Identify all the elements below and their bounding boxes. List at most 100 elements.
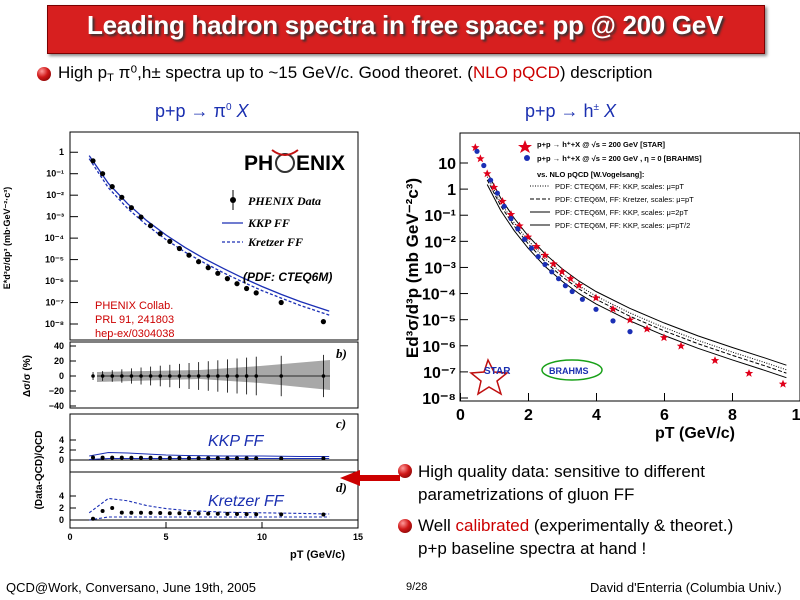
xtick-label: 2 (524, 407, 533, 424)
star-point (608, 304, 618, 313)
data-point (91, 455, 95, 460)
data-point (216, 374, 220, 378)
data-point (279, 456, 284, 461)
ytick-label: 4 (59, 435, 64, 445)
data-point (215, 511, 220, 516)
data-point (167, 511, 172, 516)
ytick-label: 10⁻⁵ (422, 313, 456, 330)
star-point (676, 341, 686, 350)
panel-b-label: b) (336, 346, 347, 361)
ytick-label: 10⁻¹ (46, 169, 64, 179)
data-point (225, 456, 230, 461)
data-point (205, 265, 211, 271)
xtick-label: 6 (660, 407, 669, 424)
brahms-point (579, 296, 585, 302)
bullet-icon (398, 519, 412, 533)
data-point (129, 374, 134, 378)
ytick-label: 10⁻⁵ (45, 255, 64, 265)
right-points (471, 143, 788, 388)
data-point (148, 455, 153, 460)
brahms-logo-icon (541, 359, 603, 381)
data-point (128, 205, 134, 211)
data-point (253, 290, 259, 296)
collab-line-2: PRL 91, 241803 (95, 314, 174, 326)
xtick-label: 5 (163, 532, 168, 542)
star-point (566, 274, 575, 283)
panel-b-yticks: 40 20 0 −20 −40 (49, 341, 76, 411)
data-point (148, 223, 154, 229)
data-point (206, 456, 211, 461)
ytick-label: 0 (59, 515, 64, 525)
star-point (642, 324, 652, 333)
data-point (176, 245, 182, 252)
data-point (157, 231, 163, 237)
data-point (100, 171, 106, 177)
xtick-label: 10 (257, 532, 267, 542)
data-point (235, 456, 239, 461)
ytick-label: 10⁻⁴ (45, 233, 64, 243)
data-point (158, 374, 163, 378)
footer-right: David d'Enterria (Columbia Univ.) (590, 580, 782, 595)
data-point (206, 374, 211, 378)
ytick-label: 10⁻¹ (424, 208, 456, 225)
panel-d-label: d) (336, 480, 347, 495)
right-legend-5: PDF: CTEQ6M, FF: KKP, scales: μ=2pT (555, 208, 689, 217)
ytick-label: 40 (54, 341, 64, 351)
data-point (320, 319, 326, 325)
data-point (187, 374, 191, 378)
data-point (235, 512, 239, 516)
bullet-2-text: High quality data: sensitive to differen… (418, 460, 798, 506)
brahms-point (542, 261, 548, 268)
legend-phenix-data: PHENIX Data (248, 194, 321, 208)
data-point (168, 374, 172, 378)
data-point (158, 455, 163, 460)
data-point (235, 374, 239, 378)
left-xlabel: pT (GeV/c) (290, 549, 345, 561)
right-heading: p+p → h± X (525, 101, 617, 121)
ytick-label: −40 (49, 401, 64, 411)
ytick-label: 10⁻⁷ (423, 365, 456, 382)
kkp-ff-label: KKP FF (208, 433, 265, 450)
bullet-2-line-1: High quality data: sensitive to differen… (418, 462, 705, 481)
data-point (110, 455, 115, 460)
data-point (177, 455, 182, 460)
left-xticks: 0 5 10 15 (67, 522, 363, 542)
panel-c-frame (69, 413, 359, 473)
brahms-point (515, 226, 521, 232)
bullet-2-line-2: parametrizations of gluon FF (418, 485, 635, 504)
data-point (110, 506, 115, 510)
data-point (100, 509, 105, 513)
bullet-icon (398, 464, 412, 478)
right-legend-1: p+p → h⁺+X @ √s = 200 GeV , η = 0 [BRAHM… (537, 154, 702, 163)
brahms-point (501, 203, 507, 209)
star-point (591, 293, 601, 302)
data-point (244, 374, 249, 378)
data-point (139, 455, 143, 460)
top-panel-ylabel: E*d³σ/dp³ (mb·GeV⁻²·c³) (2, 187, 12, 289)
ytick-label: 10⁻³ (424, 260, 456, 277)
data-point (100, 374, 105, 378)
ytick-label: 10 (438, 156, 456, 173)
pdf-note: (PDF: CTEQ6M) (243, 270, 332, 284)
star-logo: STAR (484, 366, 511, 377)
right-figure: 10 1 10⁻¹ 10⁻² 10⁻³ 10⁻⁴ 10⁻⁵ 10⁻⁶ 10⁻⁷ 10⁻⁸ 0 2 4 6… (403, 132, 800, 442)
data-point (119, 510, 124, 515)
data-point (129, 510, 134, 515)
data-point (244, 512, 249, 517)
data-point (254, 374, 259, 378)
footer-left: QCD@Work, Conversano, June 19th, 2005 (6, 580, 256, 595)
star-point (489, 183, 499, 191)
ytick-label: 10⁻² (424, 234, 456, 251)
xtick-label: 0 (67, 532, 72, 542)
data-point (139, 374, 143, 378)
data-point (119, 194, 125, 200)
ytick-label: 4 (59, 491, 64, 501)
data-point (234, 281, 240, 287)
right-legend-6: PDF: CTEQ6M, FF: KKP, scales: μ=pT/2 (555, 221, 690, 230)
legend-marker-icon (230, 197, 236, 203)
brahms-point (488, 177, 494, 183)
data-point (90, 158, 96, 164)
bullet-3-line-2: p+p baseline spectra at hand ! (418, 539, 647, 558)
star-point (710, 356, 720, 365)
brahms-point (556, 276, 562, 282)
